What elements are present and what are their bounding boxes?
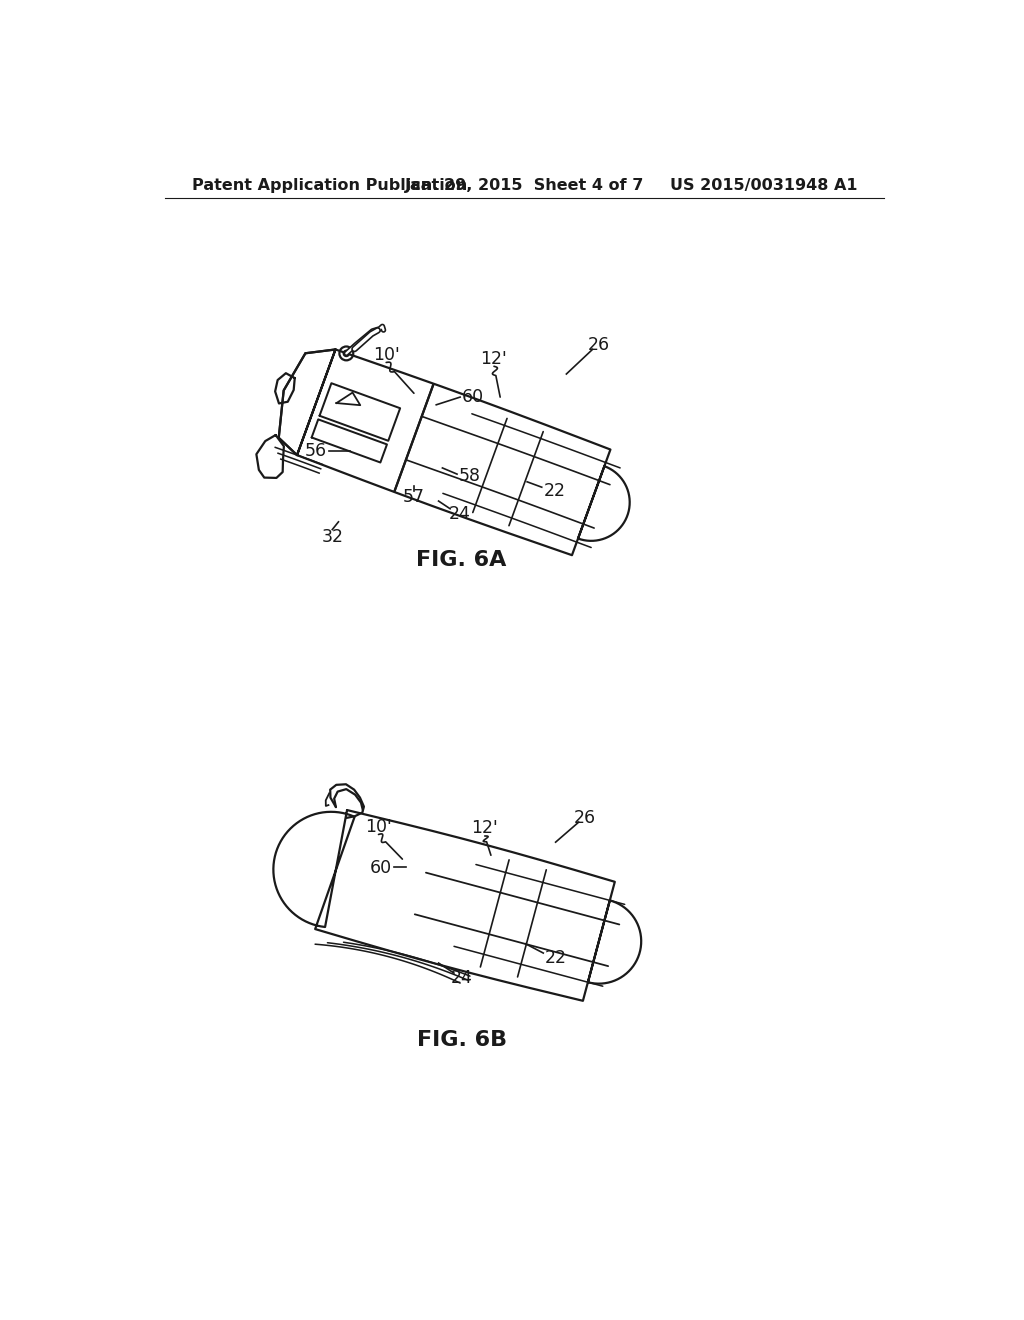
Text: 12': 12' [480,350,507,367]
Text: 24: 24 [450,506,471,523]
Text: 24: 24 [451,969,473,987]
Text: 57: 57 [402,488,425,506]
Text: 26: 26 [588,335,609,354]
Text: 12': 12' [471,820,498,837]
Text: FIG. 6B: FIG. 6B [417,1030,507,1049]
Text: 22: 22 [545,949,567,966]
Text: 60: 60 [462,388,483,407]
Text: FIG. 6A: FIG. 6A [417,550,507,570]
Text: 58: 58 [459,467,480,484]
Text: Jan. 29, 2015  Sheet 4 of 7: Jan. 29, 2015 Sheet 4 of 7 [406,178,644,193]
Text: 10': 10' [366,818,392,836]
Circle shape [343,350,349,356]
Text: 32: 32 [322,528,343,546]
Text: 22: 22 [544,482,565,500]
Text: 26: 26 [573,809,596,826]
Text: Patent Application Publication: Patent Application Publication [193,178,467,193]
Text: 10': 10' [373,346,399,364]
Text: US 2015/0031948 A1: US 2015/0031948 A1 [670,178,857,193]
Text: 60: 60 [371,859,392,878]
Text: 56: 56 [305,442,327,459]
